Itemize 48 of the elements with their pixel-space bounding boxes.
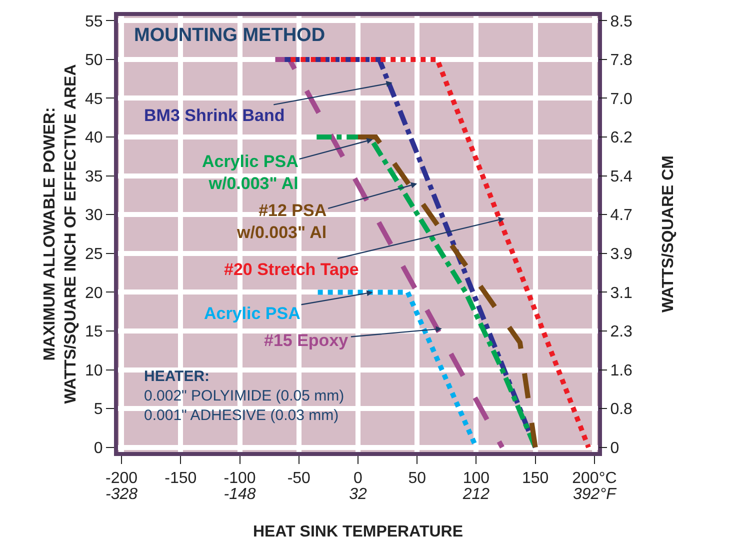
- x-tick-label: -150: [164, 470, 197, 488]
- x2-tick-label: 32: [349, 486, 367, 503]
- y-tick-label: 15: [85, 324, 103, 341]
- x-tick-label: -50: [287, 470, 311, 488]
- x-tick-label: 200°C: [572, 470, 617, 488]
- y2-tick-label: 8.5: [610, 13, 633, 30]
- y2-tick-label: 5.4: [610, 168, 633, 186]
- series-label: Acrylic PSA: [204, 304, 300, 323]
- x-axis-title: HEAT SINK TEMPERATURE: [252, 523, 464, 540]
- x2-tick-label: -328: [106, 486, 138, 503]
- x-tick-label: -200: [106, 470, 138, 488]
- annotation: HEATER: 0.002" POLYIMIDE (0.05 mm) 0.001" ADHESIVE (0.03 mm): [144, 368, 344, 424]
- y-tick-label: 5: [94, 401, 103, 418]
- x-tick-label: -100: [224, 470, 256, 488]
- text: MOUNTING METHOD: [134, 25, 326, 46]
- y-tick-label: 0: [94, 440, 103, 457]
- y2-tick-label: 2.3: [610, 324, 633, 341]
- y-axis-title: MAXIMUM ALLOWABLE POWER: WATTS/SQUARE INCH OF EFFECTIVE AREA: [42, 64, 80, 404]
- y2-tick-label: 4.7: [610, 207, 633, 224]
- x-tick-label: 0: [354, 470, 363, 488]
- text: #12 PSA w/0.003" Al: [236, 201, 327, 242]
- y-tick-label: 35: [85, 168, 103, 186]
- text: #20 Stretch Tape: [224, 260, 359, 279]
- x2-tick-label: 212: [462, 486, 490, 503]
- y2-tick-label: 0: [610, 440, 620, 457]
- x2-tick-label: -148: [224, 486, 256, 503]
- y2-tick-label: 3.1: [610, 284, 633, 302]
- y2-axis-title: WATTS/SQUARE CM: [660, 155, 678, 313]
- x2-tick-label: 392°F: [573, 486, 618, 503]
- y-tick-label: 30: [85, 207, 103, 224]
- y2-tick-label: 3.9: [610, 246, 633, 263]
- y-tick-label: 20: [85, 284, 103, 302]
- y-tick-label: 45: [85, 90, 103, 108]
- y2-tick-label: 1.6: [610, 362, 633, 380]
- y-tick-label: 25: [85, 246, 103, 263]
- y-tick-label: 50: [85, 52, 103, 70]
- y-tick-label: 55: [85, 13, 103, 30]
- x-tick-label: 50: [408, 470, 426, 488]
- x-tick-label: 100: [462, 470, 490, 488]
- y2-tick-label: 0.8: [610, 401, 633, 418]
- y2-tick-label: 7.8: [610, 52, 633, 70]
- y2-tick-label: 6.2: [610, 130, 633, 147]
- x-tick-label: 150: [522, 470, 549, 488]
- y2-tick-label: 7.0: [610, 90, 633, 108]
- series-label: Acrylic PSA w/0.003" Al: [202, 152, 298, 194]
- y-tick-label: 40: [85, 130, 103, 147]
- text: BM3 Shrink Band: [144, 106, 285, 125]
- y-tick-label: 10: [85, 362, 103, 380]
